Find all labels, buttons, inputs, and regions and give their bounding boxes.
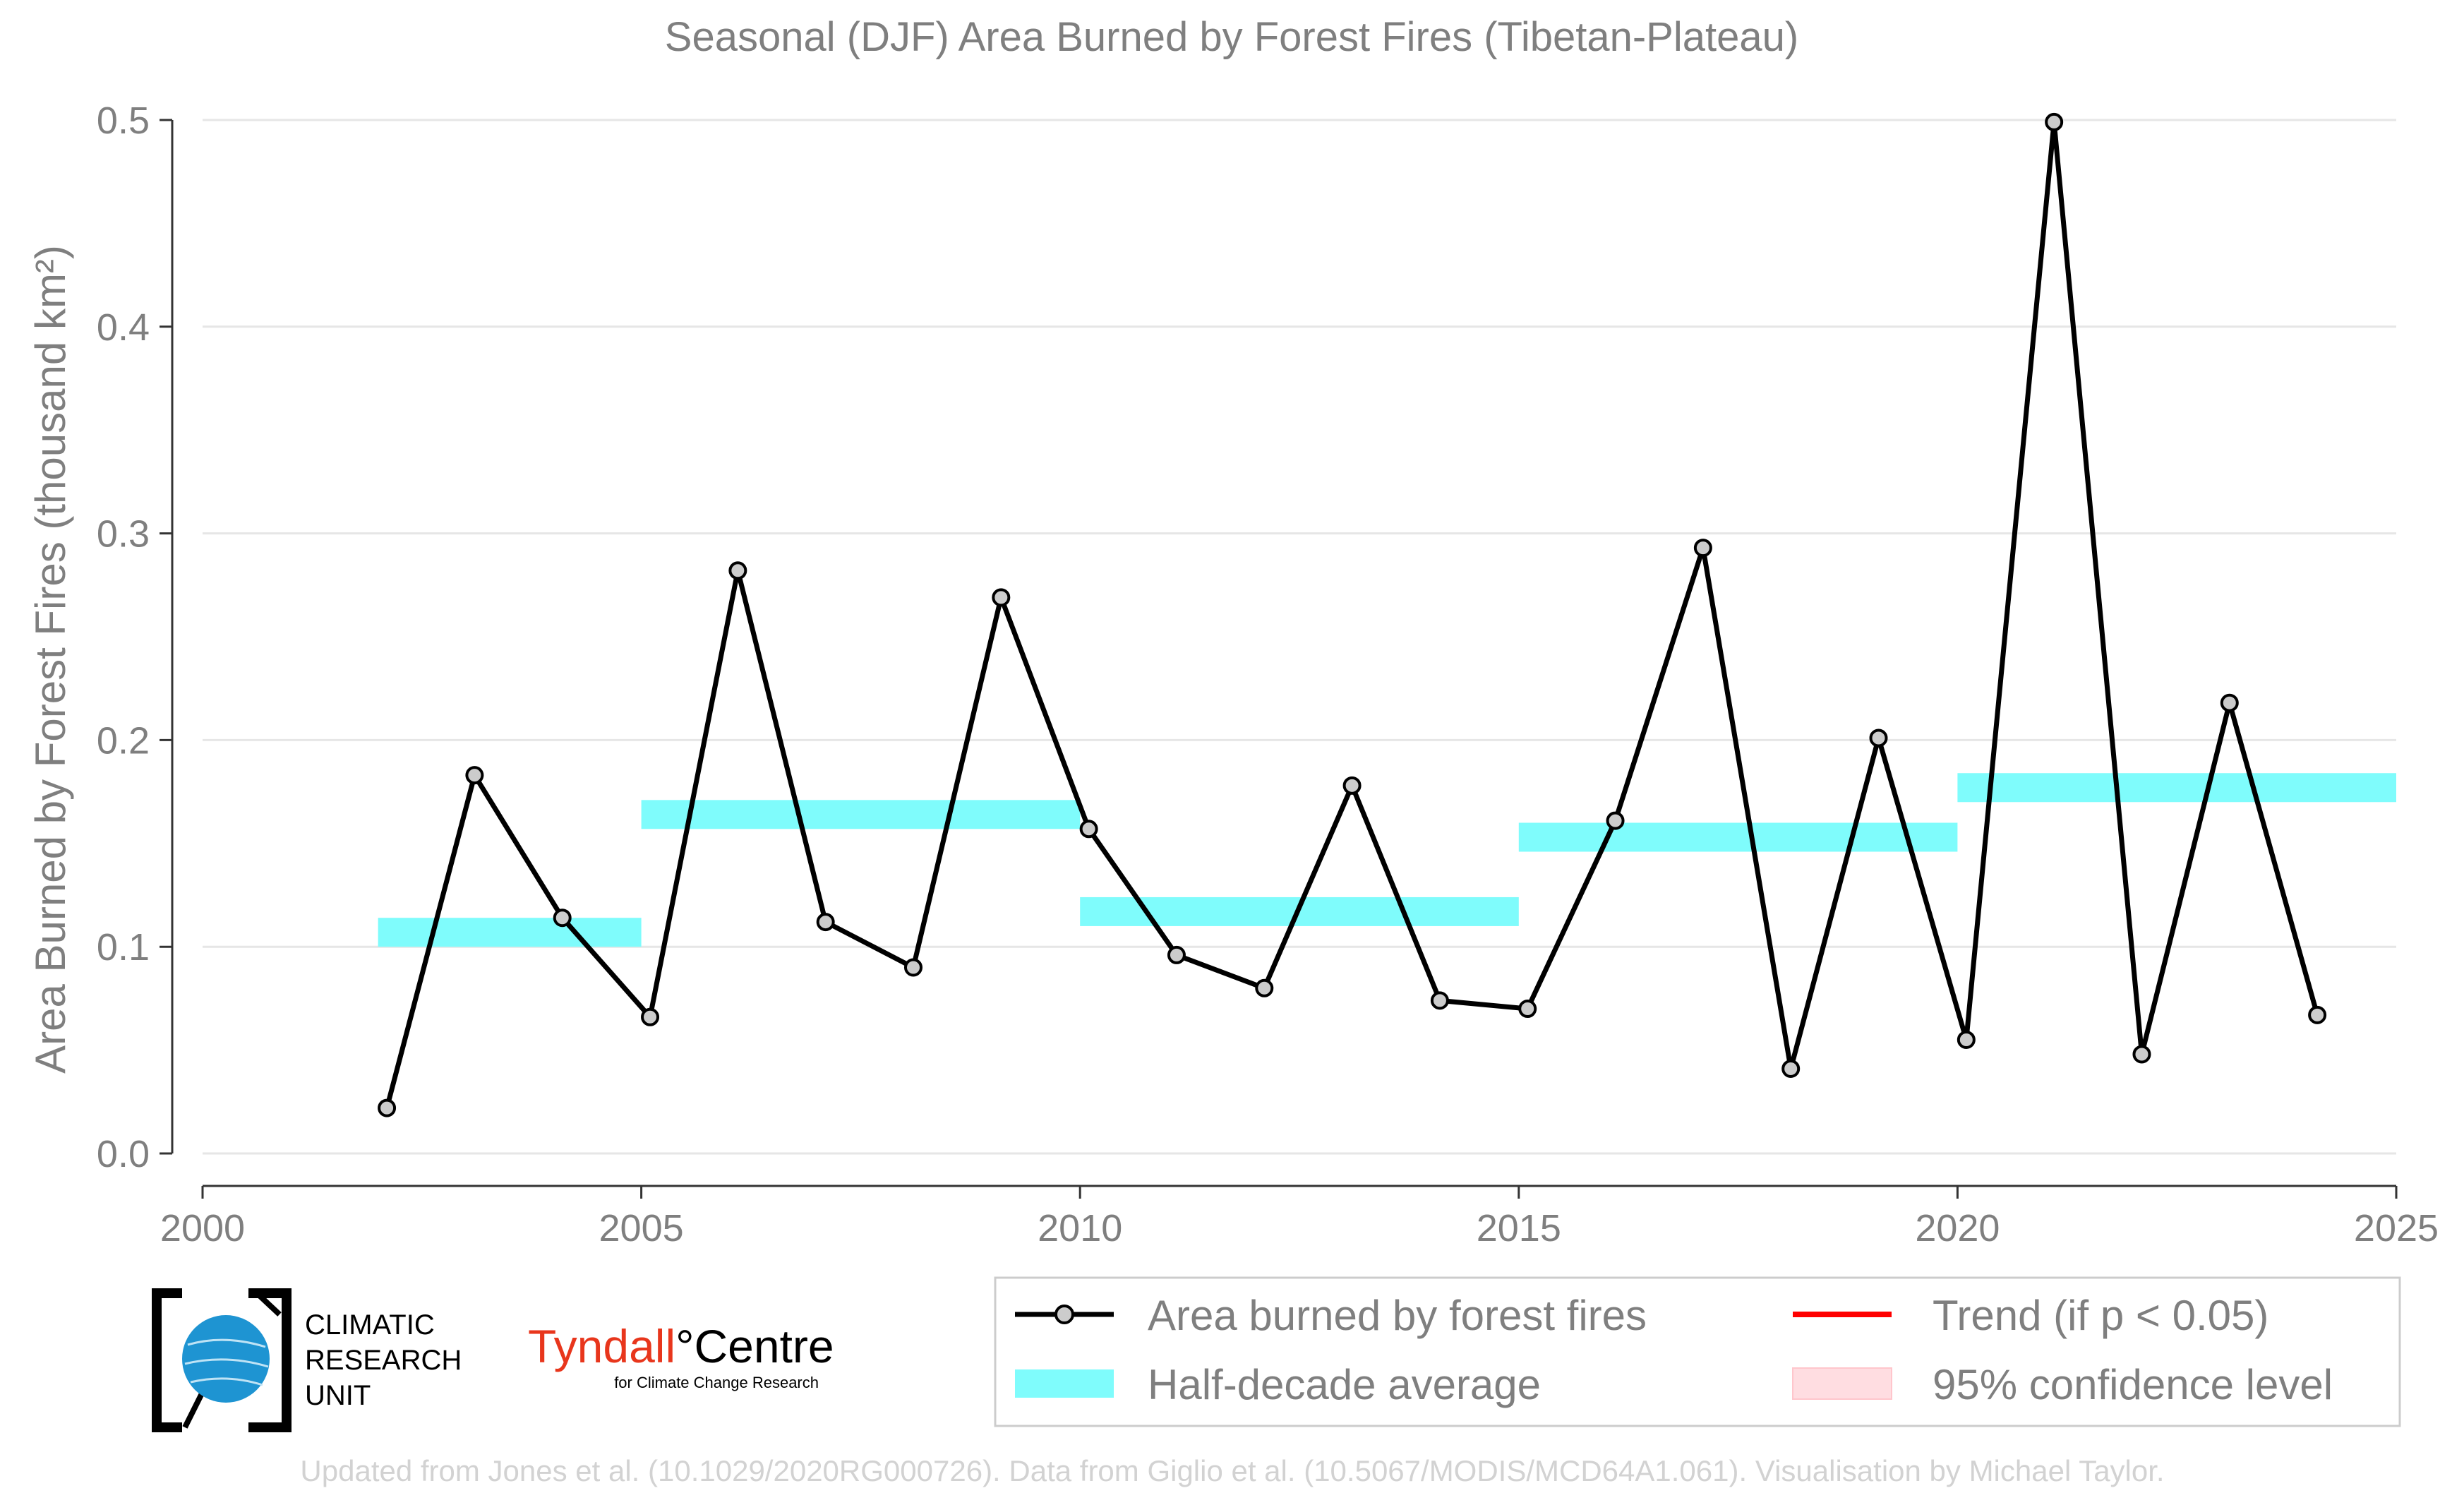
tyndall-subtitle: for Climate Change Research (614, 1374, 819, 1391)
tick-labels: 0.0 0.1 0.2 0.3 0.4 0.5 2000 2005 2010 2015 2020 20… (97, 100, 2439, 1249)
data-point-0 (378, 1098, 397, 1117)
data-point-3 (641, 1007, 660, 1026)
y-tick-label-2: 0.2 (97, 719, 150, 762)
data-point-9 (1167, 945, 1186, 964)
half-decade-band-1 (641, 800, 1081, 829)
legend-label-confidence: 95% confidence level (1933, 1361, 2333, 1408)
data-point-16 (1781, 1059, 1801, 1078)
x-tick-label-5: 2025 (2354, 1207, 2439, 1249)
x-tick-label-1: 2005 (599, 1207, 684, 1249)
half-decade-band-0 (378, 918, 642, 947)
legend-label-area-burned: Area burned by forest fires (1148, 1292, 1647, 1339)
data-point-13 (1518, 1000, 1537, 1019)
data-point-18 (1957, 1030, 1976, 1049)
legend-marker-swatch (1054, 1305, 1074, 1324)
cru-text-line1: CLIMATIC (305, 1309, 435, 1341)
legend-ci-swatch (1792, 1367, 1892, 1400)
data-point-4 (728, 561, 747, 580)
data-point-2 (553, 909, 572, 928)
data-point-14 (1606, 811, 1625, 830)
cru-text-line3: UNIT (305, 1380, 371, 1411)
legend-band-swatch (1015, 1369, 1114, 1398)
data-point-1 (465, 766, 484, 785)
x-tick-label-2: 2010 (1038, 1207, 1122, 1249)
data-point-7 (992, 588, 1011, 607)
y-tick-label-5: 0.5 (97, 100, 150, 142)
chart-title: Seasonal (DJF) Area Burned by Forest Fir… (665, 14, 1798, 60)
data-point-22 (2308, 1005, 2327, 1024)
data-point-19 (2045, 112, 2064, 131)
y-tick-label-1: 0.1 (97, 926, 150, 969)
x-tick-label-4: 2020 (1915, 1207, 2000, 1249)
half-decade-band-3 (1518, 822, 1958, 852)
axes (160, 119, 2398, 1199)
data-point-11 (1342, 776, 1362, 795)
data-point-6 (903, 958, 923, 977)
y-tick-label-4: 0.4 (97, 306, 150, 349)
data-point-21 (2220, 693, 2239, 712)
legend-label-half-decade: Half-decade average (1148, 1361, 1541, 1408)
y-axis-label: Area Burned by Forest Fires (thousand km… (27, 245, 74, 1074)
data-point-15 (1693, 539, 1712, 558)
cru-logo: CLIMATIC RESEARCH UNIT (152, 1288, 462, 1432)
data-point-8 (1079, 820, 1098, 839)
x-tick-label-0: 2000 (160, 1207, 245, 1249)
x-tick-label-3: 2015 (1477, 1207, 1561, 1249)
legend-label-trend: Trend (if p < 0.05) (1933, 1292, 2268, 1339)
legend-box (994, 1276, 2401, 1427)
legend: Area burned by forest fires Trend (if p … (994, 1276, 2401, 1427)
half-decade-band-4 (1957, 773, 2396, 803)
data-point-20 (2132, 1045, 2151, 1064)
data-point-17 (1869, 728, 1888, 748)
data-point-12 (1430, 991, 1449, 1010)
tyndall-logo: Tyndall°Centre for Climate Change Resear… (528, 1320, 834, 1391)
y-tick-label-3: 0.3 (97, 513, 150, 556)
cru-text-line2: RESEARCH (305, 1345, 462, 1376)
series-group (378, 112, 2327, 1117)
footer-credit: Updated from Jones et al. (10.1029/2020R… (300, 1454, 2164, 1487)
y-tick-label-0: 0.0 (97, 1133, 150, 1175)
series-line-0 (384, 119, 2320, 1109)
tyndall-name: Tyndall (528, 1320, 675, 1372)
tyndall-centre: °Centre (675, 1320, 834, 1372)
data-point-5 (816, 913, 835, 932)
svg-text:Tyndall°Centre: Tyndall°Centre (528, 1320, 834, 1372)
data-point-10 (1255, 978, 1274, 997)
